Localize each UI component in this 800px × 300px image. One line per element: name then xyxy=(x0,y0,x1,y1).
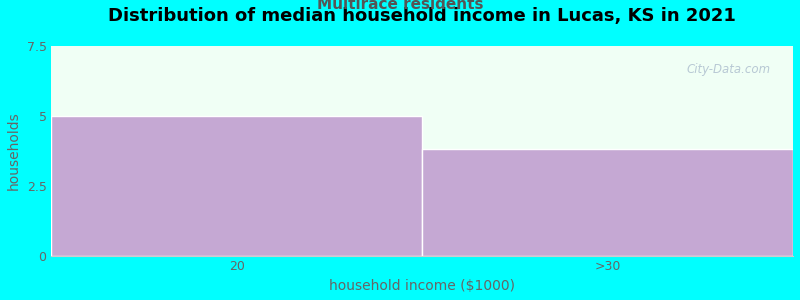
Bar xyxy=(51,116,422,256)
X-axis label: household income ($1000): household income ($1000) xyxy=(330,279,515,293)
Bar xyxy=(422,149,793,256)
Title: Distribution of median household income in Lucas, KS in 2021: Distribution of median household income … xyxy=(108,7,736,25)
Text: City-Data.com: City-Data.com xyxy=(686,63,771,76)
Text: Multirace residents: Multirace residents xyxy=(317,0,483,12)
Y-axis label: households: households xyxy=(7,111,21,190)
